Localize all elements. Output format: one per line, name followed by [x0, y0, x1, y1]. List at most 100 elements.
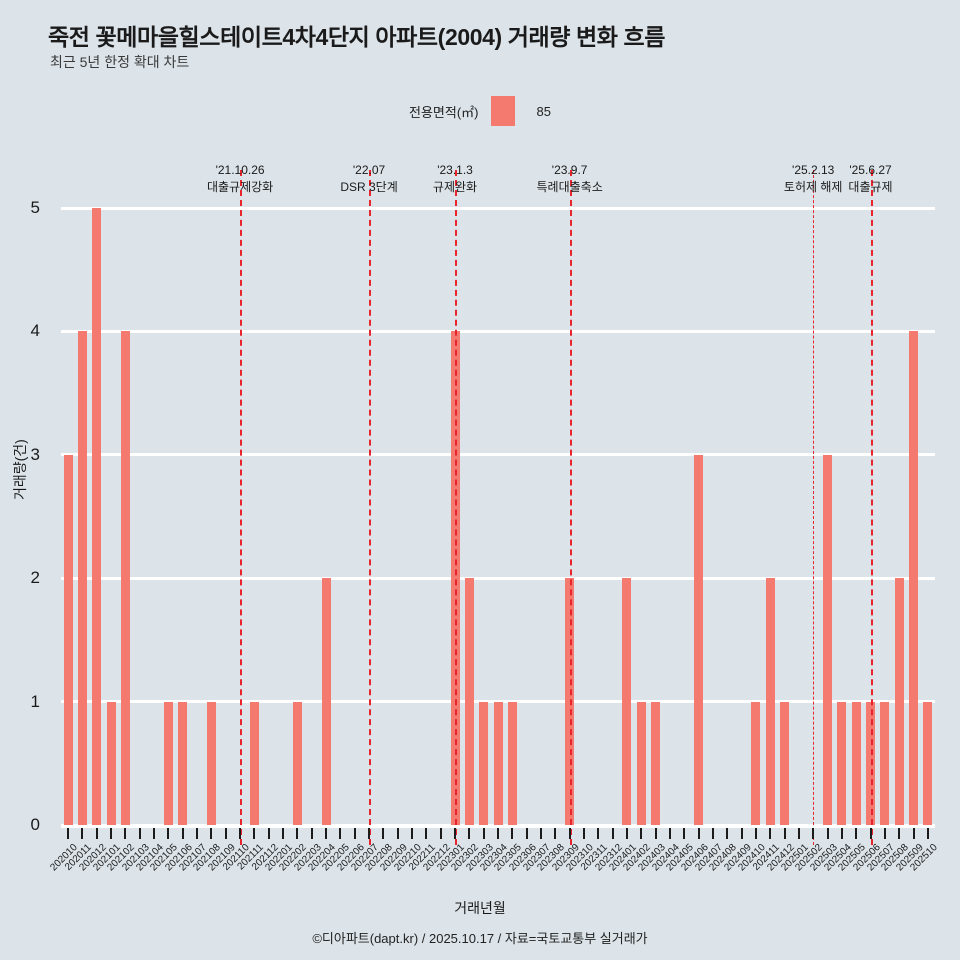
bar[interactable] — [636, 701, 646, 825]
bar[interactable] — [923, 701, 933, 825]
x-tick — [611, 828, 614, 839]
x-tick — [439, 828, 442, 839]
x-tick — [568, 828, 571, 839]
x-tick — [368, 828, 371, 839]
x-tick — [654, 828, 657, 839]
x-tick — [754, 828, 757, 839]
bar[interactable] — [823, 454, 833, 825]
bar[interactable] — [694, 454, 704, 825]
legend-series-label: 85 — [536, 103, 551, 119]
bar[interactable] — [163, 701, 173, 825]
x-tick — [339, 828, 342, 839]
event-marker-line — [569, 170, 572, 845]
bar[interactable] — [92, 208, 102, 825]
bar[interactable] — [651, 701, 661, 825]
bar[interactable] — [206, 701, 216, 825]
x-tick — [840, 828, 843, 839]
x-tick — [267, 828, 270, 839]
x-tick — [196, 828, 199, 839]
x-tick — [912, 828, 915, 839]
bar[interactable] — [63, 454, 73, 825]
bar[interactable] — [493, 701, 503, 825]
x-tick — [81, 828, 84, 839]
x-tick — [411, 828, 414, 839]
bar[interactable] — [479, 701, 489, 825]
plot-area — [61, 170, 935, 845]
x-tick — [898, 828, 901, 839]
x-tick — [625, 828, 628, 839]
x-tick — [239, 828, 242, 839]
bar[interactable] — [249, 701, 259, 825]
x-tick — [855, 828, 858, 839]
event-text: 규제완화 — [432, 180, 478, 194]
x-tick — [396, 828, 399, 839]
event-marker-line — [813, 170, 815, 845]
bar[interactable] — [751, 701, 761, 825]
bar[interactable] — [894, 578, 904, 825]
bar[interactable] — [106, 701, 116, 825]
bar[interactable] — [77, 331, 87, 825]
event-date: '25.6.27 — [849, 163, 892, 177]
event-text: 토허제 해제 — [783, 180, 843, 194]
bar[interactable] — [292, 701, 302, 825]
event-date: '23.9.7 — [551, 163, 588, 177]
y-tick-label: 1 — [30, 691, 40, 711]
x-axis-tick-labels: 202010 202011 202012 202101 202102 202103 2021… — [0, 842, 960, 902]
event-text: 대출규제 — [848, 180, 893, 194]
x-tick — [181, 828, 184, 839]
x-tick — [769, 828, 772, 839]
event-label: '25.2.13 토허제 해제 — [753, 162, 873, 196]
x-tick — [826, 828, 829, 839]
bar[interactable] — [622, 578, 632, 825]
x-tick — [883, 828, 886, 839]
x-tick — [468, 828, 471, 839]
x-tick — [726, 828, 729, 839]
gridline — [61, 700, 935, 704]
chart-credit: ©디아파트(dapt.kr) / 2025.10.17 / 자료=국토교통부 실… — [312, 931, 648, 946]
x-tick — [310, 828, 313, 839]
bar[interactable] — [880, 701, 890, 825]
x-tick — [926, 828, 929, 839]
bar[interactable] — [780, 701, 790, 825]
x-tick — [697, 828, 700, 839]
x-tick — [210, 828, 213, 839]
bar[interactable] — [909, 331, 918, 825]
gridline — [61, 329, 935, 333]
page-subtitle: 최근 5년 한정 확대 차트 — [50, 54, 190, 70]
x-tick — [683, 828, 686, 839]
x-tick — [497, 828, 499, 839]
x-tick — [124, 828, 127, 839]
x-tick — [812, 828, 815, 839]
x-tick — [711, 828, 714, 839]
x-tick — [253, 828, 256, 839]
event-date: '21.10.26 — [215, 163, 265, 177]
x-tick — [511, 828, 514, 839]
x-tick — [797, 828, 800, 839]
event-date: '22.07 — [352, 163, 386, 177]
bar[interactable] — [178, 701, 188, 825]
x-tick — [153, 828, 156, 839]
event-label: '21.10.26 대출규제강화 — [180, 162, 300, 196]
bar[interactable] — [321, 578, 331, 825]
x-tick — [668, 828, 671, 839]
gridline — [61, 206, 935, 210]
bar[interactable] — [765, 578, 775, 825]
x-tick — [869, 828, 872, 839]
bar[interactable] — [120, 331, 130, 825]
event-text: DSR 3단계 — [340, 180, 398, 194]
event-text: 특례대출축소 — [536, 180, 603, 194]
x-axis-title: 거래년월 — [454, 900, 506, 916]
y-tick-label: 2 — [30, 568, 40, 588]
bar[interactable] — [507, 701, 517, 825]
x-axis-ticks — [0, 828, 960, 840]
x-tick — [554, 828, 557, 839]
x-tick — [282, 828, 285, 839]
x-tick — [597, 828, 600, 839]
bar[interactable] — [464, 578, 474, 825]
legend-color-swatch-icon — [490, 96, 515, 126]
x-tick — [138, 828, 141, 839]
x-tick — [425, 828, 428, 839]
bar[interactable] — [851, 701, 861, 825]
bar[interactable] — [837, 701, 847, 825]
x-tick — [67, 828, 70, 839]
